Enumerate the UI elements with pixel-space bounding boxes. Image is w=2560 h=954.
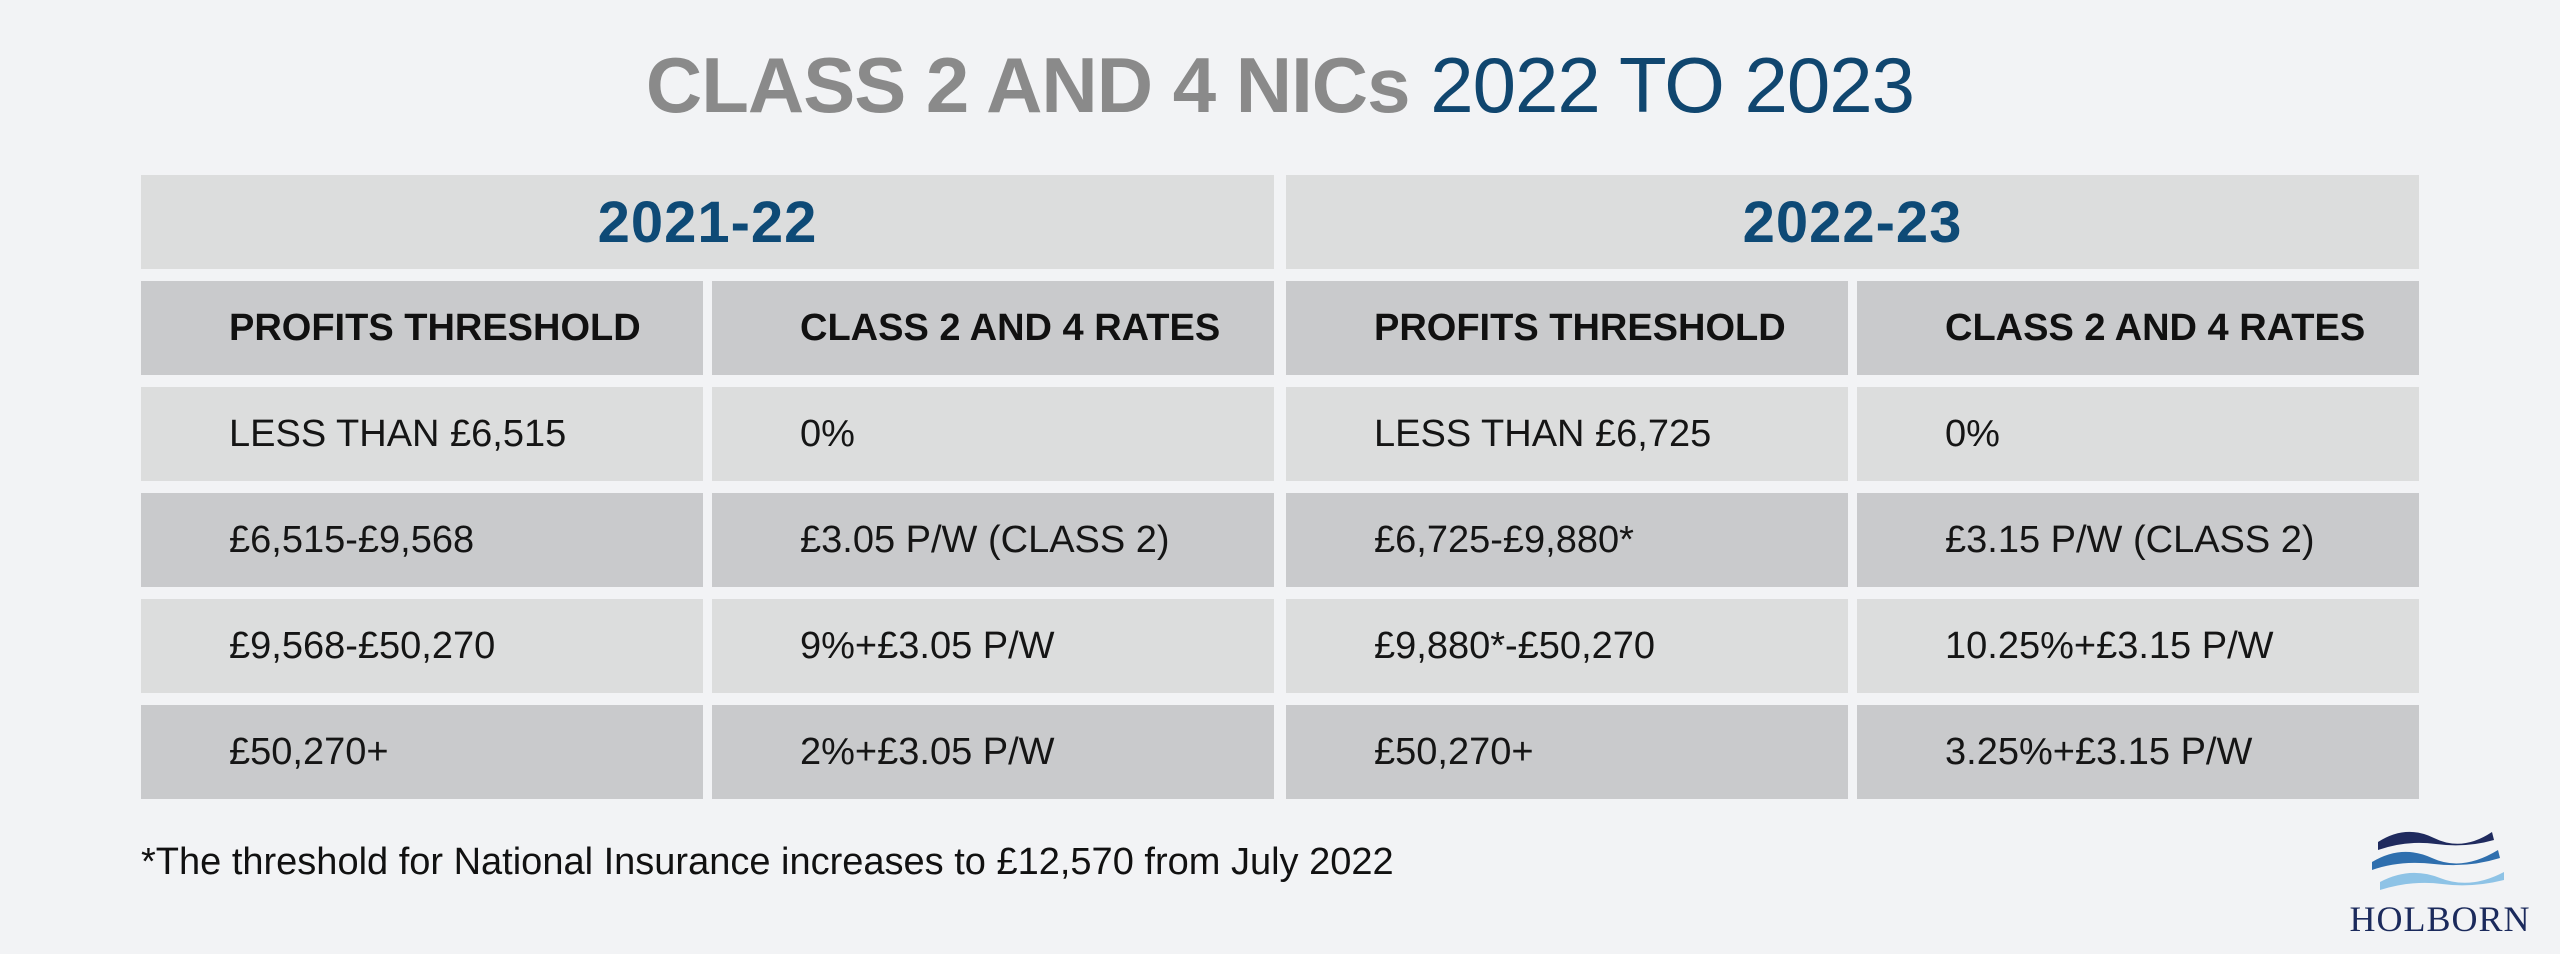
year-header-2022-23: 2022-23 (1286, 175, 2419, 269)
table-cell: £9,880*-£50,270 (1286, 599, 1848, 693)
waves-icon (2372, 831, 2504, 890)
table-cell: £6,515-£9,568 (141, 493, 703, 587)
table-cell: 3.25%+£3.15 P/W (1857, 705, 2419, 799)
footnote: *The threshold for National Insurance in… (141, 841, 1394, 883)
table-cell: LESS THAN £6,515 (141, 387, 703, 481)
table-cell: £6,725-£9,880* (1286, 493, 1848, 587)
table-cell: 0% (1857, 387, 2419, 481)
column-header-profits-threshold: PROFITS THRESHOLD (1286, 281, 1848, 375)
holborn-logo: HOLBORN (2340, 822, 2540, 942)
table-cell: 10.25%+£3.15 P/W (1857, 599, 2419, 693)
table-cell: £50,270+ (141, 705, 703, 799)
column-header-rates: CLASS 2 AND 4 RATES (712, 281, 1274, 375)
title-strong: CLASS 2 AND 4 NICs (645, 41, 1411, 129)
table-cell: £3.15 P/W (CLASS 2) (1857, 493, 2419, 587)
table-cell: 0% (712, 387, 1274, 481)
table-cell: £3.05 P/W (CLASS 2) (712, 493, 1274, 587)
table-cell: £9,568-£50,270 (141, 599, 703, 693)
table-cell: 9%+£3.05 P/W (712, 599, 1274, 693)
title-light: 2022 TO 2023 (1430, 41, 1915, 129)
column-header-rates: CLASS 2 AND 4 RATES (1857, 281, 2419, 375)
table-cell: 2%+£3.05 P/W (712, 705, 1274, 799)
page-title: CLASS 2 AND 4 NICs 2022 TO 2023 (0, 40, 2560, 130)
year-header-2021-22: 2021-22 (141, 175, 1274, 269)
logo-text: HOLBORN (2349, 899, 2531, 939)
table-cell: LESS THAN £6,725 (1286, 387, 1848, 481)
column-header-profits-threshold: PROFITS THRESHOLD (141, 281, 703, 375)
table-cell: £50,270+ (1286, 705, 1848, 799)
